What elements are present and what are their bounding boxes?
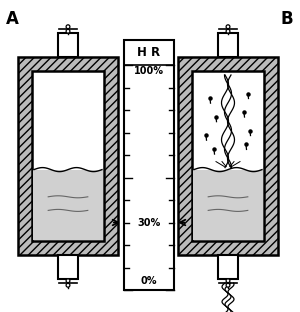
Bar — [18, 57, 118, 255]
Text: 0%: 0% — [141, 276, 157, 286]
Circle shape — [226, 25, 230, 29]
Circle shape — [66, 283, 70, 287]
Bar — [218, 255, 238, 279]
Bar — [58, 255, 78, 279]
Circle shape — [66, 25, 70, 29]
Text: A: A — [6, 10, 19, 28]
Circle shape — [226, 29, 230, 33]
Bar — [192, 71, 264, 241]
Bar — [32, 71, 104, 241]
Circle shape — [66, 29, 70, 33]
Bar — [178, 57, 278, 255]
Text: B: B — [281, 10, 294, 28]
Bar — [193, 170, 263, 240]
Text: 30%: 30% — [137, 217, 160, 227]
Circle shape — [226, 283, 230, 287]
Circle shape — [66, 279, 70, 283]
Bar — [218, 33, 238, 57]
Bar — [58, 33, 78, 57]
Bar — [33, 170, 103, 240]
Bar — [124, 40, 174, 290]
Circle shape — [226, 279, 230, 283]
Text: H R: H R — [137, 46, 160, 59]
Text: 100%: 100% — [134, 66, 164, 76]
